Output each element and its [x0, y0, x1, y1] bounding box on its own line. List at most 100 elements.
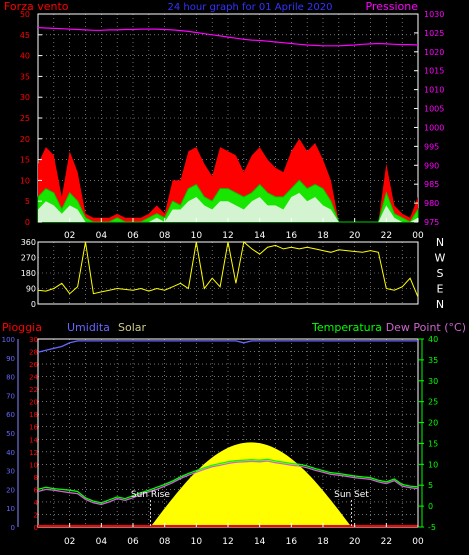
humidity-tick-label: 70	[6, 392, 15, 400]
wind-pressure-marks	[37, 27, 419, 223]
pressure-tick-label: 1000	[424, 123, 444, 132]
temperature-tick-label: 30	[428, 377, 438, 386]
humidity-tick-label: 100	[2, 336, 15, 344]
x-tick-label: 22	[381, 537, 392, 547]
x-tick-label: 20	[349, 231, 361, 241]
solar-axis-label: Solar	[118, 321, 147, 334]
humidity-tick-label: 40	[6, 449, 15, 457]
solar-area	[150, 442, 352, 527]
rain-tick-label: 26	[29, 361, 38, 369]
direction-tick-label: 90	[26, 285, 36, 294]
wind-tick-label: 10	[20, 176, 30, 185]
wind-tick-label: 25	[20, 114, 30, 123]
humidity-tick-label: 30	[6, 468, 15, 476]
wind-tick-label: 45	[20, 31, 30, 40]
humidity-tick-label: 20	[6, 486, 15, 494]
rain-tick-label: 16	[29, 424, 38, 432]
x-tick-label: 08	[159, 231, 171, 241]
direction-tick-label: 270	[21, 254, 36, 263]
temperature-tick-label: -5	[428, 523, 436, 532]
wind-tick-label: 30	[20, 93, 30, 102]
compass-label: N	[436, 298, 444, 311]
rain-tick-label: 18	[29, 411, 38, 419]
rain-tick-label: 22	[29, 386, 38, 394]
compass-label: S	[437, 267, 444, 280]
wind-average-area	[38, 192, 418, 222]
pressure-tick-label: 1030	[424, 10, 444, 19]
rain-tick-label: 14	[29, 436, 38, 444]
x-tick-label: 22	[381, 231, 392, 241]
x-tick-label: 14	[254, 231, 266, 241]
rain-tick-label: 12	[29, 449, 38, 457]
rain-tick-label: 10	[29, 461, 38, 469]
wind-x-ticks: 02 04 06 08 10 12 14 16 18 20 22 00	[64, 218, 424, 241]
rain-tick-label: 20	[29, 399, 38, 407]
pressure-tick-label: 1005	[424, 105, 444, 114]
wind-tick-label: 40	[20, 52, 30, 61]
humidity-tick-label: 60	[6, 411, 15, 419]
pressure-tick-label: 975	[424, 218, 439, 227]
chart-title: 24 hour graph for 01 Aprile 2020	[168, 2, 333, 13]
rain-tick-label: 0	[34, 524, 38, 532]
dewpoint-axis-label: Dew Point (°C)	[386, 321, 466, 334]
humidity-ticks: 0 10 20 30 40 50 60 70 80 90 100	[2, 336, 19, 532]
direction-marks	[37, 241, 419, 298]
dew-point-line	[37, 460, 419, 506]
x-tick-label: 10	[191, 231, 203, 241]
humidity-axis-label: Umidita	[67, 321, 110, 334]
humidity-line	[37, 340, 418, 353]
x-tick-label: 02	[64, 537, 75, 547]
rain-tick-label: 2	[34, 511, 38, 519]
temperature-tick-label: 15	[428, 439, 438, 448]
pressure-tick-label: 1010	[424, 86, 444, 95]
wind-axis-label: Forza vento	[4, 0, 69, 13]
humidity-tick-label: 80	[6, 374, 15, 382]
x-tick-label: 00	[412, 537, 424, 547]
wind-tick-label: 0	[25, 218, 30, 227]
rain-axis-label: Pioggia	[2, 321, 42, 334]
temperature-tick-label: 0	[428, 502, 433, 511]
x-tick-label: 04	[96, 537, 108, 547]
humidity-tick-label: 50	[6, 430, 15, 438]
sunset-annotation: Sun Set	[334, 490, 369, 500]
rain-tick-label: 8	[34, 474, 38, 482]
temperature-tick-label: 20	[428, 419, 438, 428]
wind-tick-label: 50	[20, 10, 30, 19]
x-tick-label: 12	[222, 537, 233, 547]
x-tick-label: 20	[349, 537, 361, 547]
x-tick-label: 06	[127, 537, 139, 547]
x-tick-label: 16	[286, 231, 298, 241]
direction-tick-label: 0	[31, 300, 36, 309]
pressure-tick-label: 990	[424, 161, 439, 170]
wind-tick-label: 5	[25, 197, 30, 206]
wind-tick-label: 35	[20, 72, 30, 81]
x-tick-label: 06	[127, 231, 139, 241]
wind-left-ticks: 0 5 10 15 20 25 30 35 40 45 50	[20, 10, 42, 227]
humidity-tick-label: 0	[11, 524, 15, 532]
direction-left-ticks: 0 90 180 270 360	[21, 238, 36, 309]
x-tick-label: 00	[412, 231, 424, 241]
rain-tick-label: 30	[29, 336, 38, 344]
humidity-tick-label: 10	[6, 505, 15, 513]
direction-tick-label: 360	[21, 238, 36, 247]
temp-x-ticks: 02 04 06 08 10 12 14 16 18 20 22 00	[64, 523, 424, 547]
compass-label: N	[436, 236, 444, 249]
x-tick-label: 02	[64, 231, 75, 241]
x-tick-label: 08	[159, 537, 171, 547]
temperature-line	[37, 458, 419, 504]
pressure-tick-label: 1015	[424, 67, 444, 76]
temperature-tick-label: 25	[428, 398, 438, 407]
compass-label: E	[437, 283, 444, 296]
wind-tick-label: 15	[20, 156, 30, 165]
wind-pressure-grid	[38, 14, 418, 222]
temperature-tick-label: 35	[428, 356, 438, 365]
temperature-tick-label: 5	[428, 481, 433, 490]
temperature-axis-label: Temperatura	[311, 321, 382, 334]
direction-tick-label: 180	[21, 269, 36, 278]
